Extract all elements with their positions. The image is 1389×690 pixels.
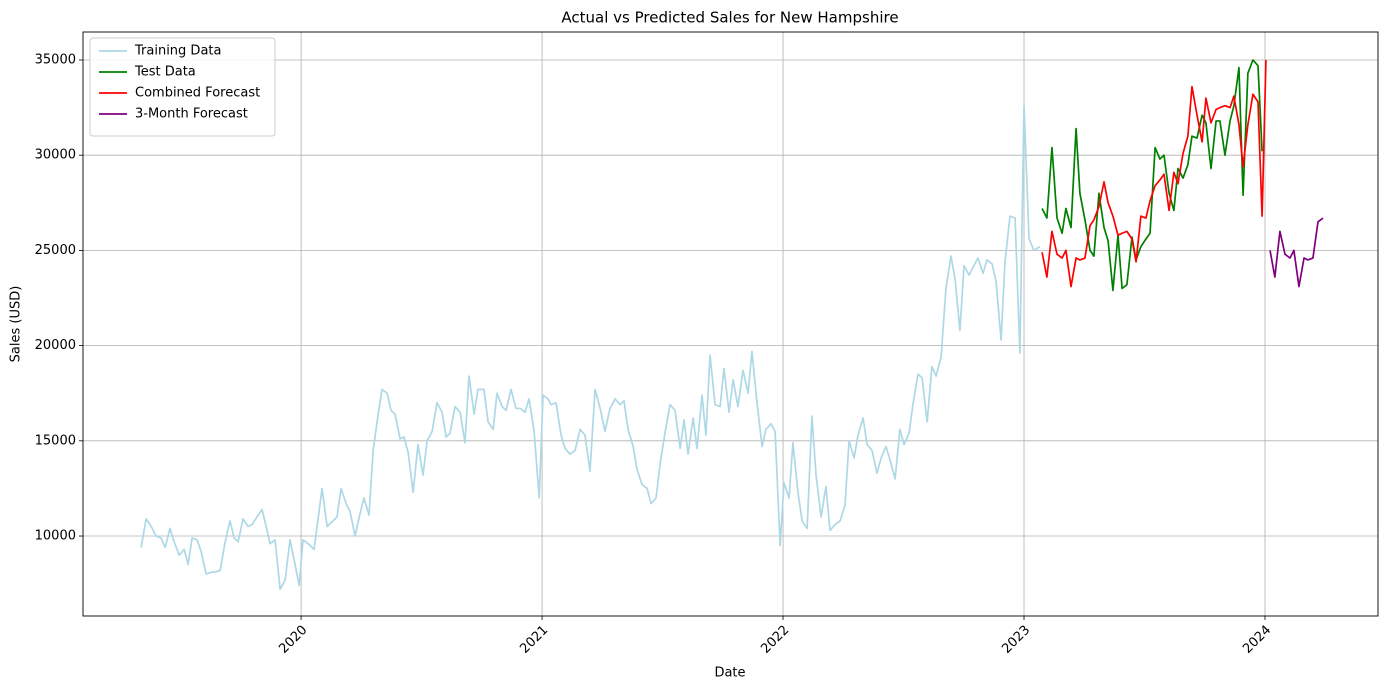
y-axis-label: Sales (USD) (9, 286, 24, 363)
y-tick-label: 15000 (35, 433, 76, 448)
legend-box (89, 37, 276, 137)
x-tick-label: 2020 (276, 623, 310, 657)
y-tick-label: 20000 (35, 338, 76, 353)
x-tick-label: 2024 (1240, 623, 1274, 657)
series-line (1269, 217, 1324, 288)
legend-label: Test Data (134, 65, 196, 80)
y-tick-label: 35000 (35, 52, 76, 67)
series-line (1041, 59, 1267, 288)
x-tick-label: 2021 (517, 623, 551, 657)
y-tick-label: 30000 (35, 148, 76, 163)
chart-title: Actual vs Predicted Sales for New Hampsh… (561, 9, 898, 27)
legend-label: Combined Forecast (135, 86, 260, 101)
y-tick-label: 25000 (35, 243, 76, 258)
legend-label: 3-Month Forecast (135, 107, 248, 122)
x-tick-label: 2022 (758, 623, 792, 657)
series-line (1041, 59, 1263, 292)
plot-frame (82, 31, 1379, 617)
y-tick-label: 10000 (35, 529, 76, 544)
legend-label: Training Data (134, 44, 221, 59)
series-line (140, 104, 1041, 591)
x-axis-label: Date (714, 666, 745, 681)
legend: Training Data Test Data Combined Forecast 3… (89, 37, 276, 137)
x-tick-label: 2023 (999, 623, 1033, 657)
